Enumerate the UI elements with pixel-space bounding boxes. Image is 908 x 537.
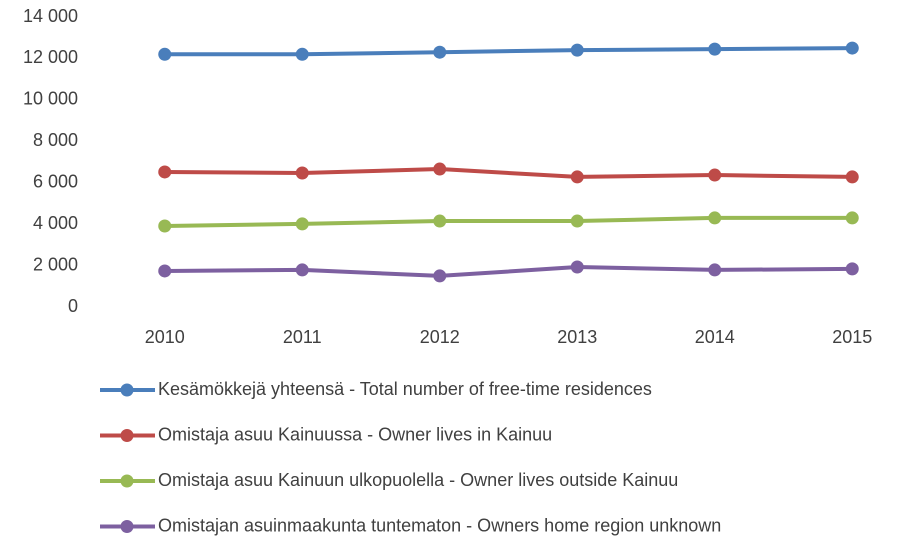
data-point bbox=[158, 219, 172, 233]
y-tick-label: 4 000 bbox=[33, 213, 78, 233]
y-tick-label: 8 000 bbox=[33, 130, 78, 150]
data-point bbox=[845, 170, 859, 184]
legend-label: Kesämökkejä yhteensä - Total number of f… bbox=[158, 379, 652, 399]
data-point bbox=[708, 211, 722, 225]
y-tick-label: 14 000 bbox=[23, 6, 78, 26]
data-point bbox=[295, 217, 309, 231]
data-point bbox=[158, 47, 172, 61]
data-point bbox=[295, 166, 309, 180]
data-point bbox=[570, 214, 584, 228]
x-tick-label: 2013 bbox=[557, 327, 597, 347]
y-tick-label: 6 000 bbox=[33, 171, 78, 191]
data-point bbox=[570, 260, 584, 274]
data-point bbox=[708, 42, 722, 56]
x-tick-label: 2015 bbox=[832, 327, 872, 347]
legend-label: Omistaja asuu Kainuussa - Owner lives in… bbox=[158, 424, 552, 444]
data-point bbox=[708, 168, 722, 182]
data-point bbox=[570, 43, 584, 57]
data-point bbox=[845, 262, 859, 276]
series-line bbox=[164, 46, 853, 57]
data-point bbox=[433, 269, 447, 283]
legend-marker bbox=[120, 383, 134, 397]
x-tick-label: 2011 bbox=[283, 327, 322, 347]
data-point bbox=[295, 47, 309, 61]
y-tick-label: 0 bbox=[68, 296, 78, 316]
series-line bbox=[164, 167, 853, 179]
series-line bbox=[164, 215, 853, 229]
data-point bbox=[433, 45, 447, 59]
legend-label: Omistaja asuu Kainuun ulkopuolella - Own… bbox=[158, 470, 678, 490]
data-point bbox=[158, 165, 172, 179]
legend-marker bbox=[120, 429, 134, 442]
data-point bbox=[845, 211, 859, 225]
y-tick-label: 10 000 bbox=[23, 89, 78, 109]
data-point bbox=[433, 214, 447, 228]
data-point bbox=[845, 41, 859, 55]
x-tick-label: 2014 bbox=[695, 327, 735, 347]
legend-label: Omistajan asuinmaakunta tuntematon - Own… bbox=[158, 515, 721, 535]
data-point bbox=[433, 162, 447, 176]
data-point bbox=[295, 263, 309, 277]
data-point bbox=[570, 170, 584, 184]
x-tick-label: 2010 bbox=[145, 327, 185, 347]
data-point bbox=[708, 263, 722, 277]
x-tick-label: 2012 bbox=[420, 327, 460, 347]
y-tick-label: 12 000 bbox=[23, 47, 78, 67]
series-line bbox=[164, 265, 853, 278]
y-tick-label: 2 000 bbox=[33, 254, 78, 274]
legend-marker bbox=[120, 520, 134, 533]
data-point bbox=[158, 264, 172, 278]
legend-marker bbox=[120, 474, 134, 488]
